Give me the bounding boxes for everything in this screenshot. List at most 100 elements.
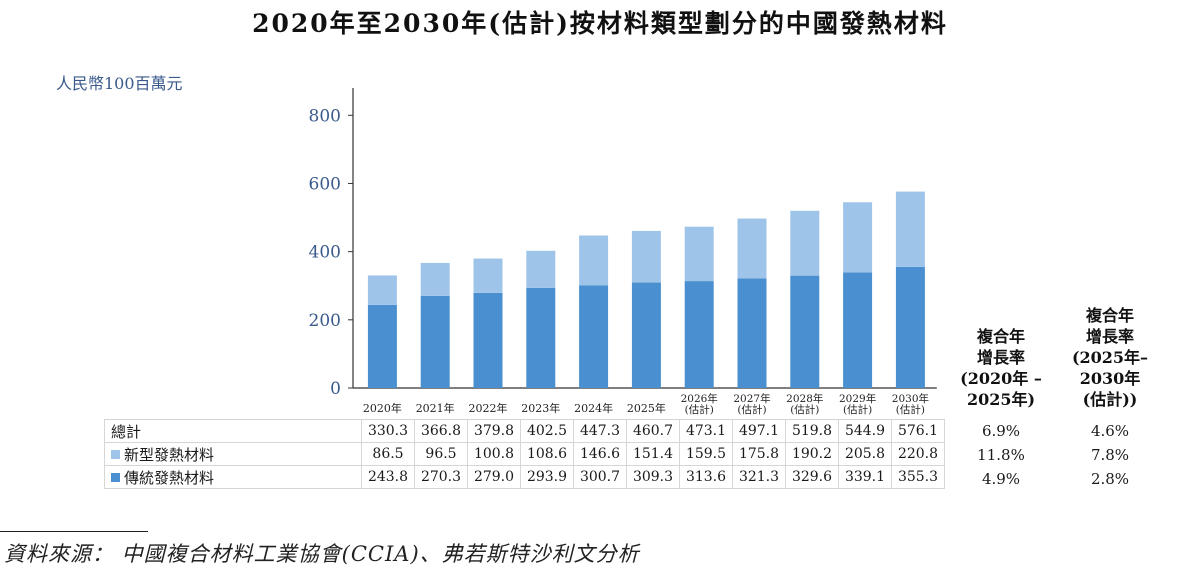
legend-swatch xyxy=(111,449,120,459)
table-cell: 447.3 xyxy=(573,419,627,443)
table-cell: 279.0 xyxy=(467,465,521,489)
table-cell: 330.3 xyxy=(361,419,415,443)
table-row: 傳統發熱材料 243.8 270.3 279.0 293.9 300.7 309.3 313.… xyxy=(104,465,945,489)
table-cell: 100.8 xyxy=(467,442,521,466)
bar-new-6 xyxy=(684,226,714,282)
table-cell: 576.1 xyxy=(891,419,945,443)
y-tick-label: 200 xyxy=(309,311,341,331)
x-tick-label: 2028年 xyxy=(786,392,823,405)
cagr-header-line: 複合年 xyxy=(1085,306,1134,325)
cagr-value: 4.6% xyxy=(1090,422,1130,440)
cagr-column-2020-2025: 6.9% 11.8% 4.9% xyxy=(946,419,1056,491)
cagr-header-line: (2020年 – xyxy=(960,369,1042,388)
table-cell: 355.3 xyxy=(891,465,945,489)
cagr-value: 2.8% xyxy=(1090,470,1130,488)
bar-traditional-10 xyxy=(895,266,925,388)
cagr-value: 4.9% xyxy=(981,470,1021,488)
y-tick-label: 0 xyxy=(330,379,341,399)
table-cell: 339.1 xyxy=(838,465,892,489)
bar-new-9 xyxy=(843,202,873,273)
row-label-text: 傳統發熱材料 xyxy=(124,468,215,487)
table-cell: 313.6 xyxy=(679,465,733,489)
x-tick-label: 2020年 xyxy=(363,401,402,415)
table-cell: 293.9 xyxy=(520,465,574,489)
table-cell: 159.5 xyxy=(679,442,733,466)
cagr-value: 7.8% xyxy=(1090,446,1130,464)
table-row: 新型發熱材料 86.5 96.5 100.8 108.6 146.6 151.4 159.5 1… xyxy=(104,442,945,466)
table-cell: 86.5 xyxy=(361,442,415,466)
cagr-header-line: 2025年) xyxy=(966,390,1036,409)
table-cell: 366.8 xyxy=(414,419,468,443)
cagr-header-line: 增長率 xyxy=(976,348,1025,367)
bar-traditional-3 xyxy=(526,287,556,388)
bar-traditional-9 xyxy=(843,272,873,388)
bar-traditional-4 xyxy=(579,285,609,388)
table-cell: 220.8 xyxy=(891,442,945,466)
row-label: 傳統發熱材料 xyxy=(104,465,362,489)
x-tick-label: 2022年 xyxy=(469,401,508,415)
table-cell: 497.1 xyxy=(732,419,786,443)
source-divider xyxy=(0,531,148,532)
table-cell: 243.8 xyxy=(361,465,415,489)
x-tick-label: (估計) xyxy=(685,403,714,416)
cagr-value: 11.8% xyxy=(977,446,1025,464)
chart-title: 2020年至2030年(估計)按材料類型劃分的中國發熱材料 xyxy=(252,9,948,38)
x-tick-label: 2025年 xyxy=(627,401,666,415)
table-cell: 146.6 xyxy=(573,442,627,466)
table-cell: 329.6 xyxy=(785,465,839,489)
row-label-text: 總計 xyxy=(111,422,142,441)
table-cell: 321.3 xyxy=(732,465,786,489)
x-tick-label: 2023年 xyxy=(521,401,560,415)
bar-new-3 xyxy=(526,250,556,288)
source-note: 資料來源： 中國複合材料工業協會(CCIA)、弗若斯特沙利文分析 xyxy=(4,542,640,566)
table-cell: 190.2 xyxy=(785,442,839,466)
bar-new-4 xyxy=(579,235,609,286)
legend-swatch xyxy=(111,472,120,482)
table-cell: 309.3 xyxy=(626,465,680,489)
x-tick-label: (估計) xyxy=(790,403,819,416)
cagr-header-2025-2030: 複合年增長率 (2025年– 2030年 (估計)) xyxy=(1055,305,1165,410)
cagr-header-line: (2025年– xyxy=(1071,348,1149,367)
y-tick-label: 600 xyxy=(309,174,341,194)
bar-new-5 xyxy=(631,230,661,283)
table-cell: 108.6 xyxy=(520,442,574,466)
bar-traditional-2 xyxy=(473,292,503,388)
bar-new-10 xyxy=(895,191,925,267)
cagr-header-line: 2030年 xyxy=(1079,369,1141,388)
x-tick-label: 2027年 xyxy=(733,392,770,405)
row-label: 總計 xyxy=(104,419,362,443)
data-table: 總計 330.3 366.8 379.8 402.5 447.3 460.7 473.1 497… xyxy=(104,419,945,489)
bar-new-7 xyxy=(737,218,767,279)
bar-new-2 xyxy=(473,258,503,293)
bar-traditional-5 xyxy=(631,282,661,388)
bar-new-8 xyxy=(790,210,820,276)
y-axis-unit-label: 人民幣100百萬元 xyxy=(56,74,183,93)
table-cell: 96.5 xyxy=(414,442,468,466)
bar-traditional-1 xyxy=(420,295,450,388)
y-tick-label: 400 xyxy=(309,243,341,263)
x-tick-label: 2026年 xyxy=(681,392,718,405)
cagr-value: 6.9% xyxy=(981,422,1021,440)
cagr-header-line: (估計)) xyxy=(1082,390,1138,409)
table-cell: 270.3 xyxy=(414,465,468,489)
table-cell: 175.8 xyxy=(732,442,786,466)
cagr-header-line: 增長率 xyxy=(1085,327,1134,346)
row-label: 新型發熱材料 xyxy=(104,442,362,466)
y-tick-label: 800 xyxy=(309,106,341,126)
x-tick-label: (估計) xyxy=(737,403,766,416)
table-cell: 544.9 xyxy=(838,419,892,443)
table-cell: 300.7 xyxy=(573,465,627,489)
row-label-text: 新型發熱材料 xyxy=(124,445,215,464)
table-cell: 205.8 xyxy=(838,442,892,466)
bar-traditional-7 xyxy=(737,278,767,388)
bar-traditional-8 xyxy=(790,275,820,388)
x-tick-label: 2029年 xyxy=(839,392,876,405)
x-tick-label: 2024年 xyxy=(574,401,613,415)
table-cell: 379.8 xyxy=(467,419,521,443)
x-tick-label: 2021年 xyxy=(416,401,455,415)
table-cell: 460.7 xyxy=(626,419,680,443)
bar-traditional-6 xyxy=(684,281,714,388)
bar-traditional-0 xyxy=(367,304,397,388)
x-tick-label: 2030年 xyxy=(892,392,929,405)
